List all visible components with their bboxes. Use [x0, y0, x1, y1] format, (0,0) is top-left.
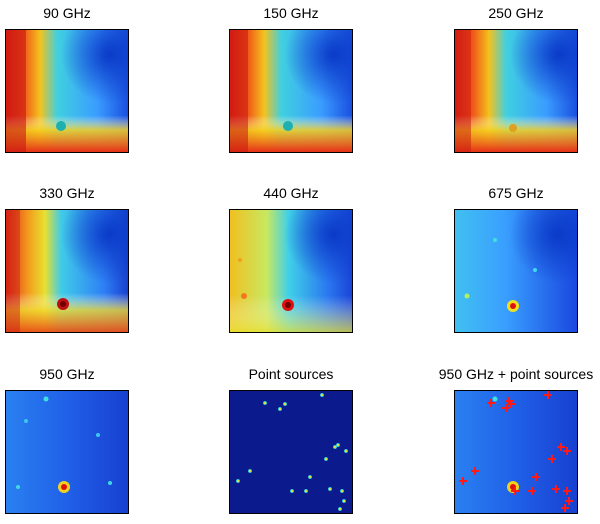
point-source-marker: [557, 443, 565, 451]
panel-675ghz: 675 GHz: [454, 185, 578, 333]
panel-title: 90 GHz: [43, 5, 91, 21]
point-source-dot: [328, 487, 332, 491]
panel-950ghz-plus-point-sources: 950 GHz + point sources: [439, 366, 593, 514]
panel-point-sources: Point sources: [229, 366, 353, 514]
sky-map-250ghz: [454, 29, 578, 153]
panel-title: 950 GHz + point sources: [438, 366, 594, 382]
point-source-marker: [548, 455, 556, 463]
point-source-marker: [487, 399, 495, 407]
point-source-marker: [544, 391, 552, 399]
point-source-marker: [565, 497, 573, 505]
panel-150ghz: 150 GHz: [229, 5, 353, 153]
panel-title: 250 GHz: [488, 5, 544, 21]
panel-90ghz: 90 GHz: [5, 5, 129, 153]
panel-440ghz: 440 GHz: [229, 185, 353, 333]
point-source-map: [229, 390, 353, 514]
point-source-dot: [320, 393, 324, 397]
sky-map-90ghz: [5, 29, 129, 153]
point-source-marker: [471, 467, 479, 475]
point-source-dot: [248, 469, 252, 473]
point-source-dot: [342, 499, 346, 503]
point-source-dot: [278, 407, 282, 411]
point-source-dot: [333, 445, 337, 449]
point-source-dot: [290, 489, 294, 493]
point-source-dot: [308, 475, 312, 479]
panel-950ghz: 950 GHz: [5, 366, 129, 514]
point-source-marker: [563, 487, 571, 495]
sky-map-950ghz: [5, 390, 129, 514]
panel-250ghz: 250 GHz: [454, 5, 578, 153]
sky-map-675ghz: [454, 209, 578, 333]
point-source-dot: [344, 449, 348, 453]
panel-title: 675 GHz: [488, 185, 544, 201]
panel-title: 150 GHz: [263, 5, 319, 21]
panel-title: 330 GHz: [39, 185, 95, 201]
point-source-marker: [505, 397, 513, 405]
point-source-dot: [263, 401, 267, 405]
point-source-dot: [304, 489, 308, 493]
panel-title: 440 GHz: [263, 185, 319, 201]
point-source-marker: [563, 447, 571, 455]
point-source-marker: [511, 487, 519, 495]
point-source-marker: [561, 504, 569, 512]
sky-map-330ghz: [5, 209, 129, 333]
panel-title: Point sources: [248, 366, 334, 382]
point-source-dot: [336, 443, 340, 447]
point-source-dot: [283, 402, 287, 406]
panel-330ghz: 330 GHz: [5, 185, 129, 333]
sky-map-150ghz: [229, 29, 353, 153]
point-source-marker: [502, 404, 510, 412]
point-source-marker: [528, 487, 536, 495]
sky-map-950ghz-with-markers: [454, 390, 578, 514]
point-source-dot: [236, 479, 240, 483]
sky-map-440ghz: [229, 209, 353, 333]
point-source-marker: [459, 477, 467, 485]
point-source-dot: [340, 489, 344, 493]
panel-title: 950 GHz: [39, 366, 95, 382]
point-source-dot: [338, 507, 342, 511]
point-source-dot: [324, 457, 328, 461]
point-source-marker: [552, 485, 560, 493]
point-source-marker: [532, 473, 540, 481]
